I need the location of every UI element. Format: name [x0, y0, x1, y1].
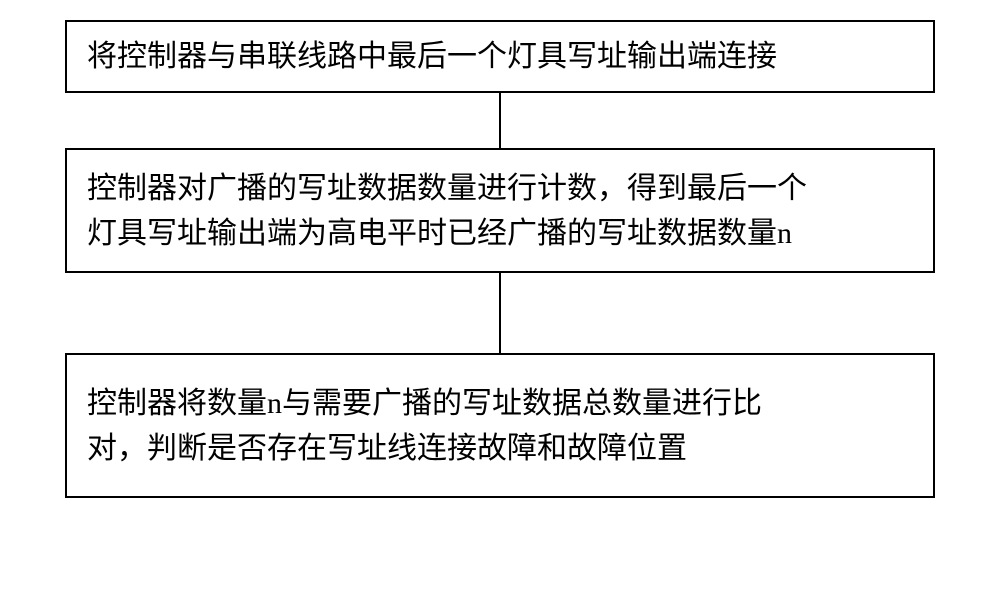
- step-text-3: 控制器将数量n与需要广播的写址数据总数量进行比 对，判断是否存在写址线连接故障和…: [87, 381, 762, 471]
- step-text-1: 将控制器与串联线路中最后一个灯具写址输出端连接: [87, 34, 777, 79]
- step-text-2: 控制器对广播的写址数据数量进行计数，得到最后一个 灯具写址输出端为高电平时已经广…: [87, 166, 807, 256]
- connector-1-2: [499, 93, 501, 148]
- step-box-3: 控制器将数量n与需要广播的写址数据总数量进行比 对，判断是否存在写址线连接故障和…: [65, 353, 935, 498]
- flowchart-container: 将控制器与串联线路中最后一个灯具写址输出端连接 控制器对广播的写址数据数量进行计…: [65, 20, 935, 498]
- step-box-1: 将控制器与串联线路中最后一个灯具写址输出端连接: [65, 20, 935, 93]
- connector-2-3: [499, 273, 501, 353]
- step-box-2: 控制器对广播的写址数据数量进行计数，得到最后一个 灯具写址输出端为高电平时已经广…: [65, 148, 935, 273]
